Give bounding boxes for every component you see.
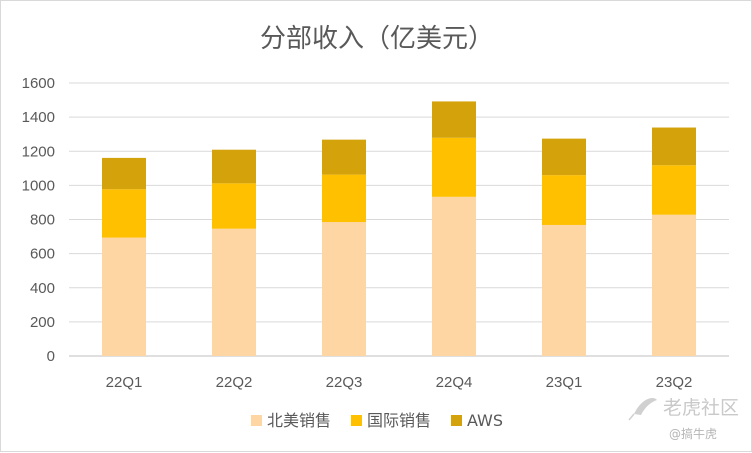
bar-22Q1-series-0 <box>102 237 146 356</box>
legend-label: 北美销售 <box>267 411 331 430</box>
y-tick-label: 1000 <box>22 177 55 194</box>
bar-22Q2-series-2 <box>212 149 256 184</box>
watermark: 老虎社区 @搞牛虎 <box>628 397 739 441</box>
x-tick-label: 23Q1 <box>546 374 583 391</box>
bar-23Q2-series-2 <box>652 127 696 166</box>
watermark-brand: 老虎社区 <box>663 397 739 419</box>
bar-23Q2-series-0 <box>652 214 696 356</box>
x-tick-label: 22Q4 <box>436 374 473 391</box>
x-tick-label: 22Q1 <box>106 374 143 391</box>
legend-swatch <box>250 415 262 426</box>
bar-22Q4-series-1 <box>432 137 476 197</box>
chart-title: 分部收入（亿美元） <box>260 24 494 54</box>
legend-swatch <box>350 415 362 426</box>
bar-22Q3-series-1 <box>322 174 366 223</box>
tiger-feather-icon <box>628 397 657 421</box>
bar-22Q1-series-2 <box>102 157 146 190</box>
legend-swatch <box>450 415 462 426</box>
y-axis: 0 200 400 600 800 1000 1200 1400 1600 <box>22 75 55 365</box>
bar-22Q4-series-2 <box>432 101 476 138</box>
y-tick-label: 1200 <box>22 143 55 160</box>
y-tick-label: 1400 <box>22 109 55 126</box>
legend-item: 北美销售 <box>250 411 331 430</box>
bar-22Q2-series-1 <box>212 183 256 229</box>
legend-label: AWS <box>467 411 503 430</box>
y-tick-label: 0 <box>47 348 55 365</box>
x-axis: 22Q1 22Q2 22Q3 22Q4 23Q1 23Q2 <box>106 374 693 391</box>
x-tick-label: 22Q2 <box>216 374 253 391</box>
bar-23Q1-series-1 <box>542 175 586 225</box>
y-tick-label: 400 <box>30 280 55 297</box>
watermark-handle: @搞牛虎 <box>669 426 717 441</box>
x-tick-label: 22Q3 <box>326 374 363 391</box>
bar-22Q2-series-0 <box>212 228 256 356</box>
bar-22Q3-series-2 <box>322 139 366 175</box>
legend-label: 国际销售 <box>367 411 431 430</box>
legend: 北美销售 国际销售 AWS <box>250 411 503 430</box>
y-tick-label: 200 <box>30 314 55 331</box>
y-tick-label: 800 <box>30 212 55 229</box>
bar-23Q2-series-1 <box>652 165 696 215</box>
bar-22Q1-series-1 <box>102 189 146 238</box>
legend-item: AWS <box>450 411 503 430</box>
bar-22Q4-series-0 <box>432 196 476 356</box>
bar-22Q3-series-0 <box>322 222 366 356</box>
bar-23Q1-series-0 <box>542 224 586 356</box>
y-tick-label: 600 <box>30 246 55 263</box>
bar-23Q1-series-2 <box>542 138 586 176</box>
x-tick-label: 23Q2 <box>656 374 693 391</box>
bars <box>102 101 696 356</box>
legend-item: 国际销售 <box>350 411 431 430</box>
gridlines <box>69 82 729 357</box>
y-tick-label: 1600 <box>22 75 55 92</box>
